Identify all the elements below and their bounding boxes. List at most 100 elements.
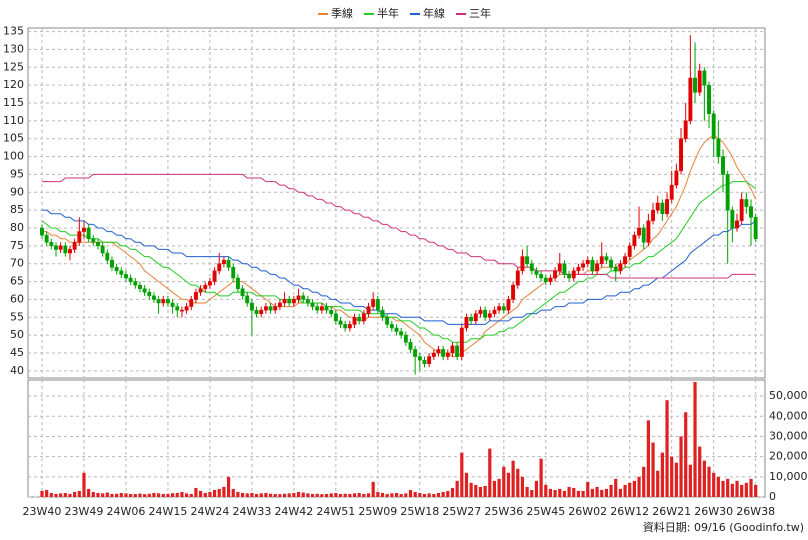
candle-body [133,281,138,286]
volume-bar [171,493,175,497]
candle-body [702,70,707,86]
volume-bar [273,493,277,497]
candle-body [529,263,534,272]
candle-body [203,284,208,289]
volume-bar [646,420,650,497]
candle-body [571,270,576,279]
volume-bar [511,460,515,497]
candle-body [683,120,688,139]
candle-body [254,309,259,314]
candle-body [478,309,483,314]
candle-body [245,295,250,304]
volume-bar [516,468,520,497]
volume-bar [133,493,137,497]
volume-bar [110,493,114,497]
volume-bar [651,442,655,497]
candle-body [375,299,380,311]
y-tick-label: 60 [10,292,24,305]
y-tick-label: 85 [10,203,24,216]
candle-body [679,138,683,172]
x-tick-label: 24W06 [107,505,146,518]
x-tick-label: 23W49 [65,505,104,518]
volume-bar [581,490,585,497]
y-tick-label: 70 [10,257,24,270]
volume-bar [329,493,333,497]
candle-body [431,352,436,357]
volume-bar [637,476,641,497]
volume-bar [324,493,329,497]
candle-body [749,206,753,218]
volume-bar [460,452,464,497]
volume-bar [310,493,315,497]
volume-bar [264,492,268,497]
candle-body [744,199,749,207]
volume-bar [432,493,436,497]
volume-bar [343,493,347,497]
candle-body [427,356,432,364]
candle-body [567,274,572,279]
volume-bar [721,480,725,497]
volume-bar [231,488,235,497]
candle-body [623,256,628,264]
candle-body [147,292,152,297]
volume-bar [45,489,49,497]
volume-bar [674,462,678,497]
volume-bar [572,487,576,497]
candle-body [707,84,711,114]
candle-body [464,317,469,329]
volume-bar [68,493,72,497]
ma-line [42,209,756,325]
candle-body [124,274,128,279]
volume-bar [259,493,263,497]
candle-body [669,184,674,200]
volume-bar [628,482,632,497]
volume-bar [161,493,165,497]
candle-body [697,70,702,93]
y-tick-label: 115 [3,96,24,109]
candle-body [609,259,614,268]
candle-body [44,234,49,243]
volume-bar [278,494,282,497]
candle-body [301,295,306,300]
candle-body [226,259,231,268]
candle-body [310,302,315,307]
volume-bar [712,472,716,497]
volume-bar [702,460,706,497]
candle-body [599,256,604,264]
candle-body [259,309,264,314]
candle-body [641,227,646,243]
x-tick-label: 25W27 [442,505,481,518]
candle-body [82,227,86,232]
volume-bar [488,448,492,497]
candle-body [91,238,96,243]
candle-body [207,281,212,286]
volume-bar [189,493,193,497]
volume-bar [236,491,240,497]
candle-body [110,259,114,268]
candle-body [156,299,161,304]
candle-body [716,138,721,157]
volume-bar [679,436,683,497]
volume-bar [749,478,753,497]
volume-bar [390,493,394,497]
volume-bar [147,493,151,497]
volume-bar [124,493,128,497]
candle-body [721,156,725,175]
y-tick-label: 65 [10,275,24,288]
volume-bar [334,492,338,497]
candle-body [100,245,105,254]
candle-body [399,331,404,336]
candle-body [655,202,660,211]
candle-body [54,245,58,250]
volume-bar [240,492,245,497]
x-tick-label: 24W42 [274,505,313,518]
volume-bar [539,458,543,497]
volume-bar [101,493,105,497]
x-tick-label: 23W40 [23,505,62,518]
volume-bar [553,489,557,497]
candle-body [212,270,217,282]
candle-body [380,309,385,318]
volume-bar [604,488,609,497]
volume-bar [497,478,501,497]
